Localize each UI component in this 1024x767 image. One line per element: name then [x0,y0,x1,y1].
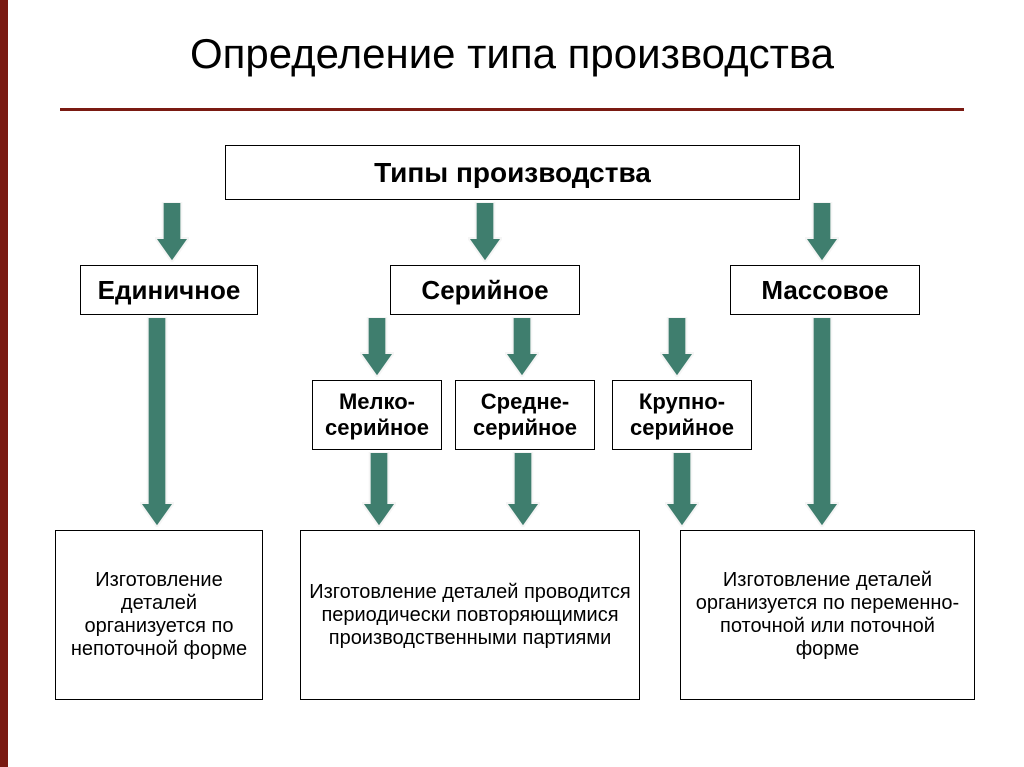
arrow-down-icon [505,317,539,377]
node-label: Изготовление деталей организуется по пер… [689,569,966,661]
node-desc-c: Изготовление деталей организуется по пер… [680,530,975,700]
node-l1-c: Массовое [730,265,920,315]
node-l1-b: Серийное [390,265,580,315]
arrow-down-icon [805,317,839,527]
node-root: Типы производства [225,145,800,200]
node-l2-b: Средне-серийное [455,380,595,450]
node-label: Изготовление деталей организуется по неп… [64,569,254,661]
node-label: Массовое [761,275,888,306]
side-accent [0,0,8,767]
node-l2-a: Мелко-серийное [312,380,442,450]
node-l1-a: Единичное [80,265,258,315]
arrow-down-icon [155,202,189,262]
arrow-down-icon [665,452,699,527]
page-title: Определение типа производства [0,30,1024,78]
title-underline [60,108,964,111]
node-l2-c: Крупно-серийное [612,380,752,450]
node-desc-a: Изготовление деталей организуется по неп… [55,530,263,700]
node-label: Мелко-серийное [325,389,429,441]
arrow-down-icon [360,317,394,377]
arrow-down-icon [660,317,694,377]
node-label: Крупно-серийное [630,389,734,441]
arrow-down-icon [805,202,839,262]
node-label: Средне-серийное [473,389,577,441]
node-label: Единичное [98,275,241,306]
arrow-down-icon [362,452,396,527]
node-label: Изготовление деталей проводится периодич… [309,581,631,650]
slide: Определение типа производства Типы произ… [0,0,1024,767]
node-label: Серийное [421,275,548,306]
arrow-down-icon [468,202,502,262]
node-desc-b: Изготовление деталей проводится периодич… [300,530,640,700]
node-label: Типы производства [374,157,651,189]
arrow-down-icon [140,317,174,527]
arrow-down-icon [506,452,540,527]
